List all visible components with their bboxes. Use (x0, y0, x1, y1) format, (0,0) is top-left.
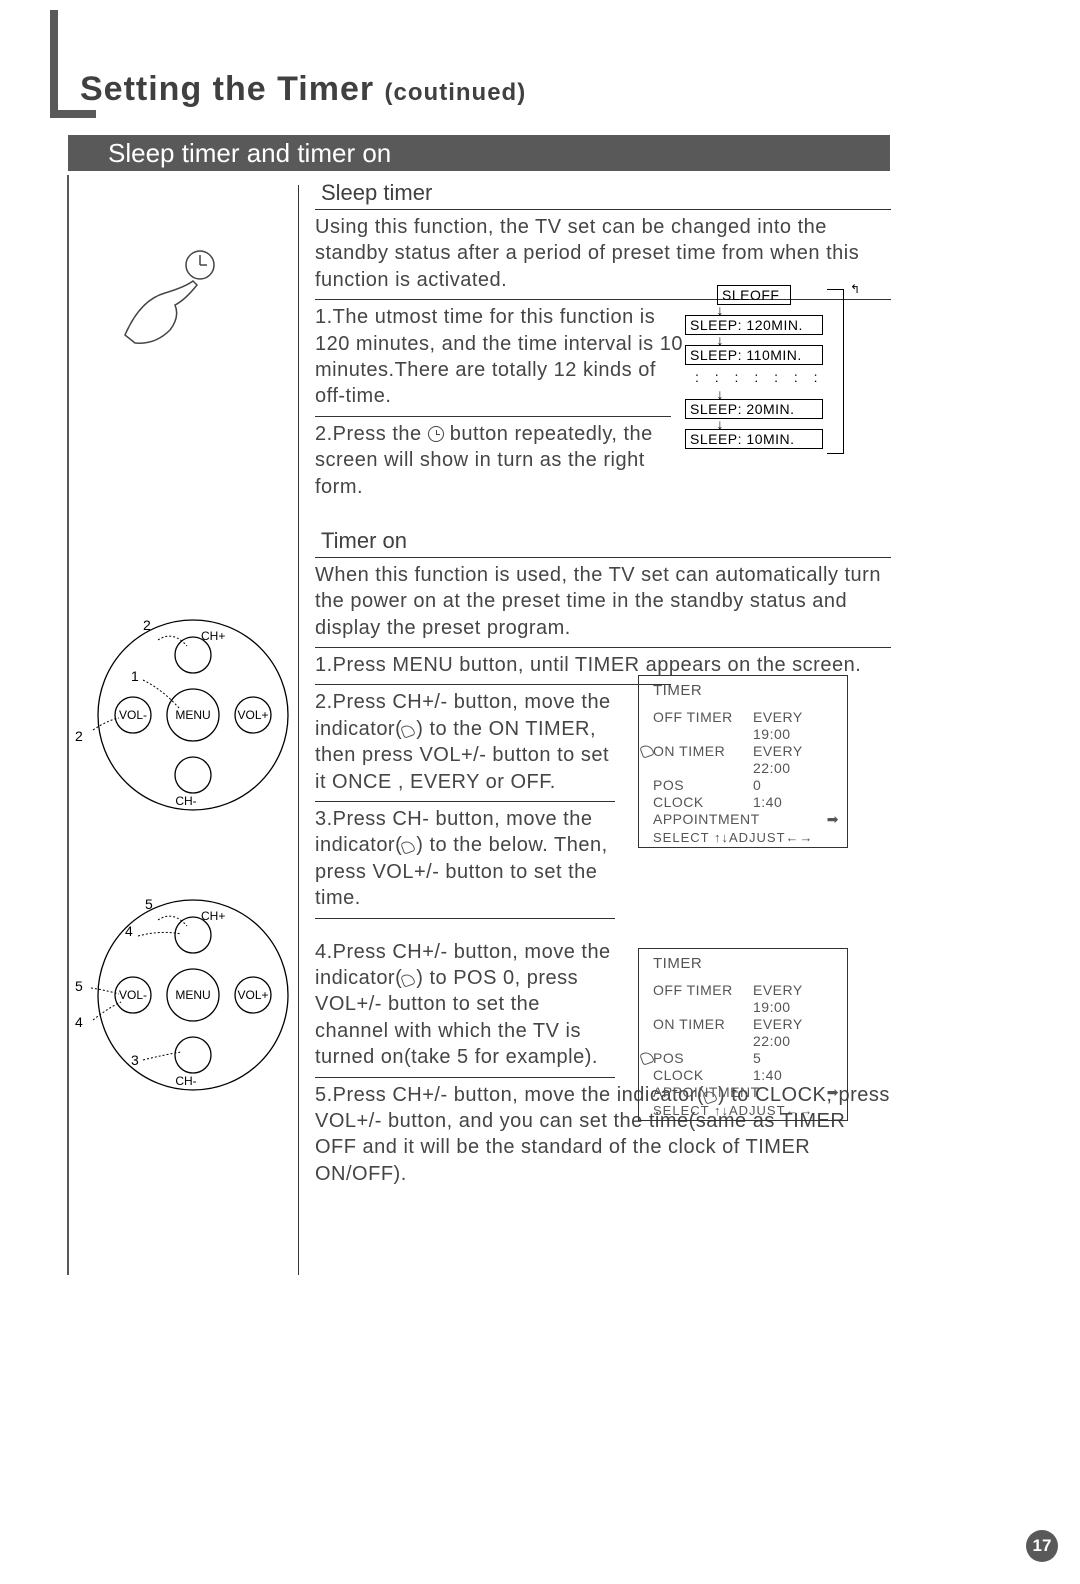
osd-key: POS (653, 777, 753, 793)
pointer-icon (402, 723, 416, 737)
osd-value: EVERY (753, 743, 839, 759)
rule (315, 647, 891, 648)
osd-value: 19:00 (753, 999, 839, 1015)
corner-mark-vertical (50, 10, 58, 115)
timer-step-3: 3.Press CH- button, move the indicator()… (315, 806, 615, 912)
section-heading-bar: Sleep timer and timer on (68, 135, 890, 171)
step-tag: 3 (131, 1052, 139, 1068)
right-arrow-icon: ➡ (827, 811, 839, 828)
svg-text:CH-: CH- (175, 794, 196, 808)
svg-text:MENU: MENU (175, 708, 210, 722)
pointer-icon (402, 839, 416, 853)
column-divider (298, 185, 299, 1275)
pointer-icon (641, 1050, 655, 1064)
sleep-step-2: 2.Press the button repeatedly, the scree… (315, 421, 683, 500)
svg-text:VOL-: VOL- (119, 988, 147, 1002)
down-arrow-icon: ↓ (713, 335, 727, 345)
osd-key: ON TIMER (653, 743, 753, 759)
sleep-box: SLEOFF (717, 285, 791, 305)
osd-timer-menu-1: TIMER OFF TIMEREVERY 19:00 ON TIMEREVERY… (638, 675, 848, 848)
svg-text:CH+: CH+ (201, 909, 225, 923)
osd-key: ON TIMER (653, 1016, 753, 1032)
osd-title: TIMER (653, 955, 839, 972)
osd-key: OFF TIMER (653, 982, 753, 998)
bracket-icon (843, 289, 844, 454)
sleep-intro: Using this function, the TV set can be c… (315, 214, 891, 293)
osd-value: EVERY (753, 1016, 839, 1032)
osd-key: OFF TIMER (653, 709, 753, 725)
step-tag: 4 (125, 923, 133, 939)
pointer-icon (641, 743, 655, 757)
osd-value: EVERY (753, 709, 839, 725)
left-rule (67, 175, 69, 1275)
page-title: Setting the Timer (coutinued) (80, 70, 526, 109)
osd-value: 0 (753, 777, 839, 793)
svg-text:MENU: MENU (175, 988, 210, 1002)
title-main: Setting the Timer (80, 70, 374, 108)
osd-timer-menu-2: TIMER OFF TIMEREVERY 19:00 ON TIMEREVERY… (638, 948, 848, 1121)
timer-step-2: 2.Press CH+/- button, move the indicator… (315, 689, 615, 795)
rule (315, 801, 615, 802)
title-continued: (coutinued) (385, 79, 527, 106)
svg-text:CH-: CH- (175, 1074, 196, 1088)
pointer-icon (402, 972, 416, 986)
right-arrow-icon: ➡ (827, 1084, 839, 1101)
page-number-badge: 17 (1026, 1530, 1058, 1562)
down-arrow-icon: ↓ (713, 389, 727, 399)
svg-text:VOL+: VOL+ (237, 988, 268, 1002)
step-tag: 2 (143, 617, 151, 633)
osd-value: 5 (753, 1050, 839, 1066)
osd-key: APPOINTMENT (653, 811, 760, 828)
rule (315, 557, 891, 558)
timer-on-heading: Timer on (321, 528, 891, 554)
remote-diagram-1: MENU CH+ CH- VOL- VOL+ 2 1 2 (83, 610, 293, 820)
timer-intro: When this function is used, the TV set c… (315, 562, 891, 641)
step-tag: 5 (145, 896, 153, 912)
rule (315, 416, 671, 417)
step-tag: 5 (75, 978, 83, 994)
sleep-box: SLEEP: 110MIN. (685, 345, 823, 365)
rule (315, 1077, 615, 1078)
osd-footer: SELECT ↑↓ADJUST←→ (653, 1103, 839, 1118)
page-container: Setting the Timer (coutinued) Sleep time… (50, 10, 1040, 1545)
osd-key: APPOINTMENT (653, 1084, 760, 1101)
step-tag: 4 (75, 1014, 83, 1030)
osd-footer: SELECT ↑↓ADJUST←→ (653, 830, 839, 845)
svg-text:CH+: CH+ (201, 629, 225, 643)
osd-value: 22:00 (753, 760, 839, 776)
osd-value: 1:40 (753, 794, 839, 810)
osd-value: 1:40 (753, 1067, 839, 1083)
remote-diagram-2: MENU CH+ CH- VOL- VOL+ 5 4 5 4 3 (83, 890, 293, 1100)
loop-arrow-icon: ↰ (850, 282, 860, 296)
osd-value: 19:00 (753, 726, 839, 742)
osd-title: TIMER (653, 682, 839, 699)
sleep-box: SLEEP: 120MIN. (685, 315, 823, 335)
rule (315, 209, 891, 210)
osd-value: EVERY (753, 982, 839, 998)
rule (315, 684, 671, 685)
sleep-step-1: 1.The utmost time for this function is 1… (315, 304, 683, 410)
sleep-box: SLEEP: 20MIN. (685, 399, 823, 419)
sleep-sequence-diagram: ↰ SLEOFF ↓ SLEEP: 120MIN. ↓ SLEEP: 110MI… (685, 285, 880, 449)
svg-text:VOL+: VOL+ (237, 708, 268, 722)
osd-value: 22:00 (753, 1033, 839, 1049)
down-arrow-icon: ↓ (713, 419, 727, 429)
down-arrow-icon: ↓ (713, 305, 727, 315)
timer-step-4: 4.Press CH+/- button, move the indicator… (315, 939, 615, 1071)
osd-key: CLOCK (653, 1067, 753, 1083)
ellipsis: : : : : : : : (685, 365, 880, 389)
text: 2.Press the (315, 423, 428, 445)
step-tag: 2 (75, 728, 83, 744)
step-tag: 1 (131, 668, 139, 684)
osd-key: CLOCK (653, 794, 753, 810)
corner-mark-horizontal (50, 110, 96, 118)
hand-press-clock-icon (105, 245, 235, 355)
sleep-timer-heading: Sleep timer (321, 180, 891, 206)
svg-text:VOL-: VOL- (119, 708, 147, 722)
osd-key: POS (653, 1050, 753, 1066)
clock-icon (428, 426, 444, 442)
sleep-box: SLEEP: 10MIN. (685, 429, 823, 449)
